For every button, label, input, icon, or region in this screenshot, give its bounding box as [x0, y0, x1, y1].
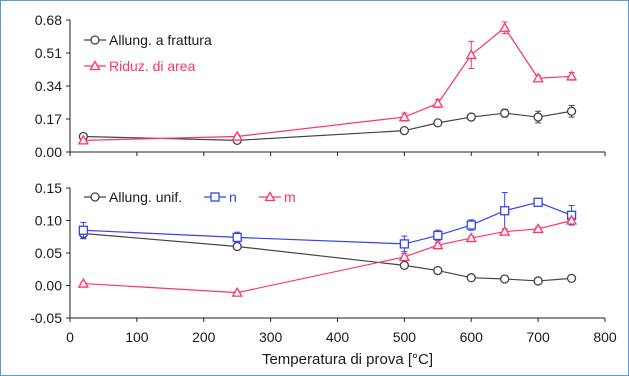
data-point: [499, 225, 511, 236]
data-point: [566, 273, 577, 284]
legend-label: Allung. unif.: [109, 189, 182, 205]
data-point: [500, 274, 510, 284]
y-tick-label: 0.68: [35, 12, 62, 28]
data-point: [78, 225, 89, 235]
data-point: [566, 106, 577, 116]
legend-marker: [89, 60, 101, 71]
data-point: [231, 286, 243, 297]
data-point: [232, 232, 242, 243]
data-point: [77, 134, 89, 145]
data-point: [433, 118, 443, 128]
data-point: [399, 260, 410, 271]
x-axis-label: Temperatura di prova [°C]: [262, 351, 433, 368]
legend-marker: [90, 35, 100, 45]
series-line: [83, 219, 572, 294]
data-point: [398, 111, 410, 122]
y-tick-label: -0.05: [30, 310, 62, 326]
series-line: [83, 110, 572, 141]
y-tick-label: 0.34: [35, 78, 62, 94]
data-point: [532, 223, 544, 234]
data-point: [231, 130, 243, 141]
x-tick-label: 100: [125, 329, 149, 345]
data-point: [466, 273, 476, 283]
y-tick-label: 0.17: [35, 111, 62, 127]
legend-label: n: [229, 189, 237, 205]
data-point: [465, 232, 477, 243]
series-line: [83, 26, 572, 141]
data-point: [499, 21, 511, 32]
legend-label: m: [284, 189, 296, 205]
series-line: [83, 201, 572, 245]
data-point: [77, 277, 89, 288]
legend-marker: [90, 192, 100, 202]
data-point: [398, 251, 410, 262]
y-tick-label: 0.00: [35, 278, 62, 294]
data-point: [465, 49, 477, 60]
data-point: [466, 220, 476, 230]
x-tick-label: 800: [593, 329, 617, 345]
legend-marker: [264, 191, 276, 202]
x-tick-label: 0: [66, 329, 74, 345]
legend-label: Riduz. di area: [109, 58, 196, 74]
x-tick-label: 700: [526, 329, 550, 345]
data-point: [433, 265, 443, 276]
x-tick-label: 600: [460, 329, 484, 345]
legend-label: Allung. a frattura: [109, 32, 212, 48]
series-line: [83, 232, 572, 282]
data-point: [432, 239, 444, 250]
y-tick-label: 0.51: [35, 45, 62, 61]
x-tick-label: 200: [192, 329, 216, 345]
data-point: [532, 72, 544, 83]
data-point: [466, 112, 476, 122]
data-point: [500, 108, 510, 118]
data-point: [399, 239, 410, 249]
y-tick-label: 0.15: [35, 180, 62, 196]
data-point: [399, 125, 410, 136]
data-point: [533, 197, 543, 207]
legend-marker: [210, 192, 220, 202]
y-tick-label: 0.05: [35, 245, 62, 261]
data-point: [433, 230, 443, 241]
y-tick-label: 0.00: [35, 144, 62, 160]
data-point: [533, 276, 543, 286]
x-tick-label: 300: [259, 329, 283, 345]
data-point: [533, 112, 543, 122]
x-tick-label: 400: [326, 329, 350, 345]
data-point: [500, 206, 510, 216]
data-point: [565, 70, 578, 81]
data-point: [432, 97, 444, 108]
x-tick-label: 500: [393, 329, 417, 345]
data-point: [232, 241, 242, 252]
data-point: [565, 214, 578, 225]
y-tick-label: 0.10: [35, 213, 62, 229]
